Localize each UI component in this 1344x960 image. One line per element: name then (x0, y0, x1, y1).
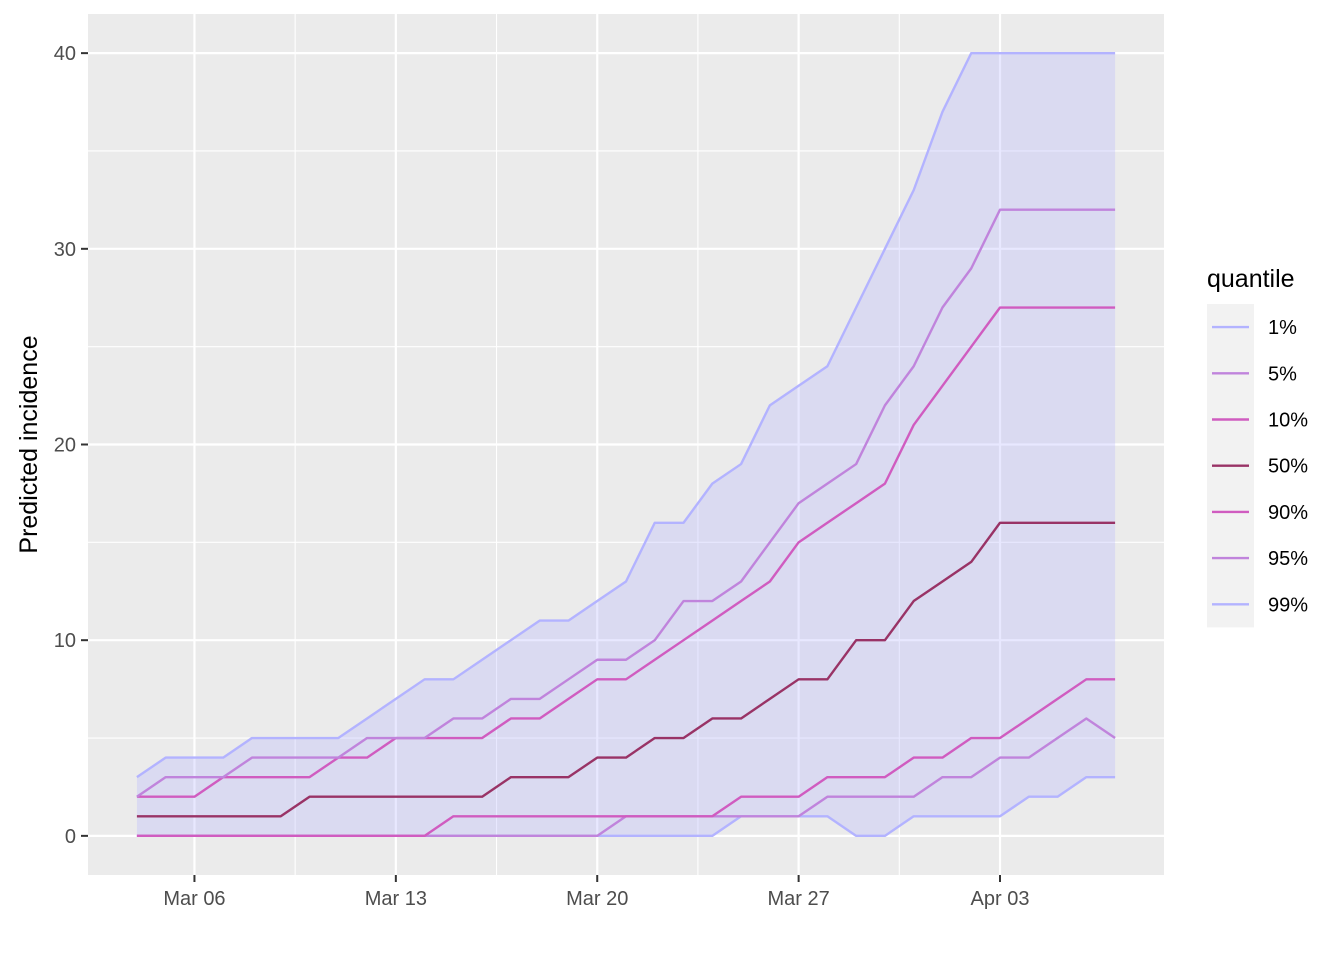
legend-label: 5% (1268, 363, 1297, 385)
legend-label: 1% (1268, 317, 1297, 339)
legend: quantile 1% 5% 10% 50% 90% 95% 99% (1207, 265, 1308, 628)
y-tick-label: 20 (54, 435, 76, 457)
y-tick-label: 10 (54, 630, 76, 652)
legend-items: 1% 5% 10% 50% 90% 95% 99% (1212, 317, 1308, 616)
series-line-90pct (136, 306, 1116, 798)
x-axis: Mar 06 Mar 13 Mar 20 Mar 27 Apr 03 (163, 875, 1029, 910)
legend-label: 50% (1268, 456, 1308, 478)
y-tick-label: 40 (54, 43, 76, 65)
series-lines (136, 51, 1116, 838)
legend-label: 99% (1268, 594, 1308, 616)
series-line-10pct (136, 678, 1116, 838)
y-tick-label: 30 (54, 239, 76, 261)
series-line-50pct (136, 521, 1116, 818)
series-line-99pct (136, 51, 1116, 779)
x-tick-label: Mar 27 (767, 888, 829, 910)
legend-label: 10% (1268, 410, 1308, 432)
y-axis-title: Predicted incidence (15, 335, 43, 553)
x-tick-label: Mar 13 (365, 888, 427, 910)
series-line-95pct (136, 208, 1116, 798)
legend-label: 95% (1268, 548, 1308, 570)
y-tick-label: 0 (65, 826, 76, 848)
legend-label: 90% (1268, 502, 1308, 524)
x-tick-label: Mar 06 (163, 888, 225, 910)
y-axis: 0 10 20 30 40 (54, 43, 88, 848)
x-tick-label: Apr 03 (971, 888, 1030, 910)
x-tick-label: Mar 20 (566, 888, 628, 910)
legend-title: quantile (1207, 265, 1295, 293)
